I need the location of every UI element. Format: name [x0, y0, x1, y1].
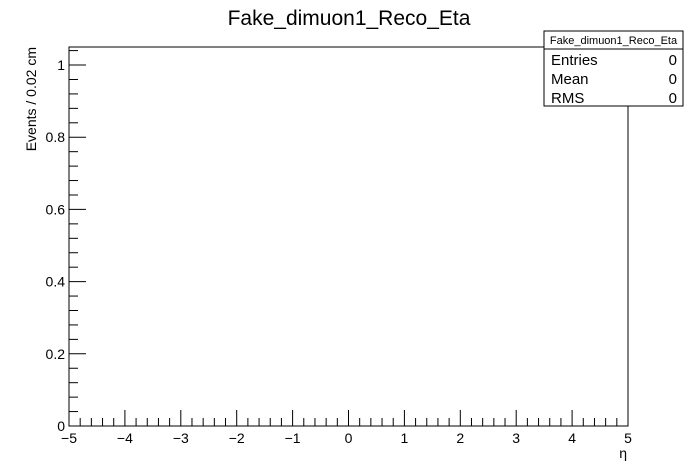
stats-rms-value: 0: [669, 90, 677, 107]
y-tick-label: 1: [57, 57, 65, 73]
y-axis-tick-labels: 0 0.2 0.4 0.6 0.8 1: [46, 57, 66, 434]
stats-mean-value: 0: [669, 71, 677, 88]
x-axis-ticks: [68, 410, 629, 426]
y-tick-label: 0.4: [46, 274, 66, 290]
y-tick-label: 0: [57, 418, 65, 434]
x-tick-label: 4: [568, 430, 576, 446]
chart-title: Fake_dimuon1_Reco_Eta: [228, 7, 471, 30]
x-tick-label: −5: [61, 430, 77, 446]
x-axis-label: η: [619, 445, 627, 461]
x-tick-label: 2: [456, 430, 464, 446]
stats-mean-label: Mean: [551, 71, 589, 88]
y-tick-label: 0.2: [46, 346, 66, 362]
y-tick-label: 0.6: [46, 201, 66, 217]
x-axis-tick-labels: −5 −4 −3 −2 −1 0 1 2 3 4 5: [61, 430, 632, 446]
stats-entries-value: 0: [669, 52, 677, 69]
x-tick-label: −2: [229, 430, 245, 446]
x-tick-label: −1: [285, 430, 301, 446]
x-tick-label: −3: [173, 430, 189, 446]
x-tick-label: −4: [117, 430, 133, 446]
stats-box-frame: [543, 30, 684, 107]
x-tick-label: 5: [624, 430, 632, 446]
x-tick-label: 3: [512, 430, 520, 446]
stats-box: Fake_dimuon1_Reco_Eta Entries 0 Mean 0 R…: [543, 30, 684, 107]
stats-entries-label: Entries: [551, 52, 598, 69]
stats-rms-label: RMS: [551, 90, 584, 107]
x-tick-label: 0: [345, 430, 353, 446]
x-tick-label: 1: [401, 430, 409, 446]
stats-box-title: Fake_dimuon1_Reco_Eta: [550, 35, 678, 47]
y-tick-label: 0.8: [46, 129, 66, 145]
y-axis-label: Events / 0.02 cm: [23, 47, 39, 151]
y-axis-ticks: [69, 50, 86, 427]
